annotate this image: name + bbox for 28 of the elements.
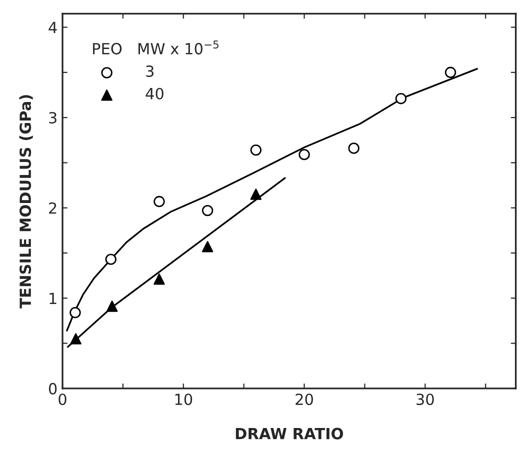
x-tick-label: 0 [58, 394, 66, 406]
point [202, 241, 214, 252]
point [154, 274, 165, 285]
y-axis-title: TENSILE MODULUS (GPa) [19, 95, 33, 308]
y-tick-label: 3 [49, 112, 56, 124]
x-tick-label: 30 [416, 394, 434, 406]
legend-label: 40 [146, 88, 164, 100]
point [298, 148, 310, 160]
point [70, 306, 81, 318]
legend-label: 3 [146, 65, 154, 77]
x-tick-label: 10 [175, 394, 192, 406]
point [105, 254, 116, 265]
point [70, 333, 82, 344]
y-tick-label: 2 [49, 202, 56, 214]
point [444, 66, 456, 78]
point [348, 142, 360, 154]
y-tick-label: 0 [48, 382, 57, 394]
point [395, 92, 407, 104]
legend-title: PEO MW x 10$^{−5}$ [93, 40, 218, 54]
y-tick-label: 1 [50, 292, 56, 304]
point [202, 204, 214, 216]
point [106, 300, 118, 312]
point [250, 144, 262, 156]
x-tick-label: 20 [296, 394, 313, 406]
point [250, 188, 262, 200]
point [154, 196, 165, 208]
x-axis-title: DRAW RATIO [236, 428, 344, 440]
y-tick-label: 4 [48, 22, 57, 34]
